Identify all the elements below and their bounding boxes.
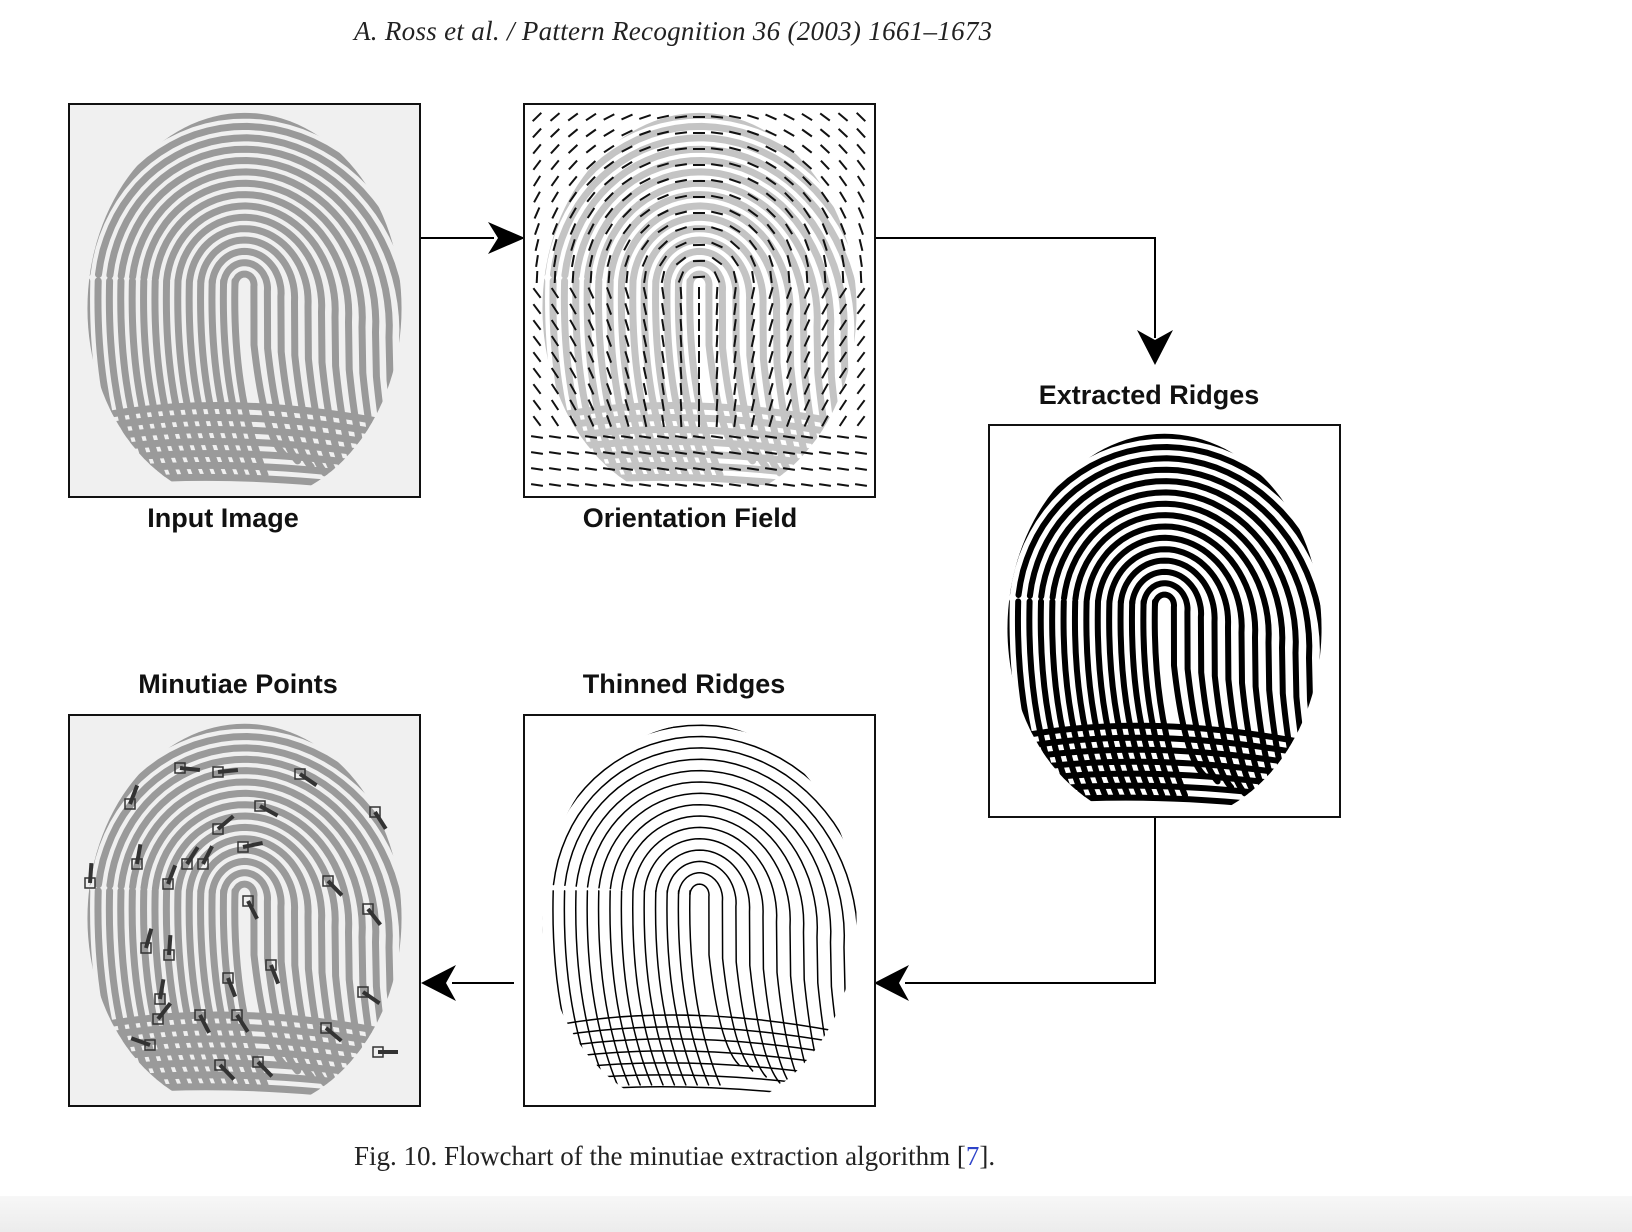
figure-caption: Fig. 10. Flowchart of the minutiae extra… (354, 1141, 995, 1172)
minutia-marker (254, 800, 279, 818)
minutia-marker (357, 986, 381, 1005)
minutia-marker (369, 806, 388, 830)
input-image-panel (68, 103, 421, 498)
minutia-marker (294, 768, 318, 787)
minutiae-points-label: Minutiae Points (138, 669, 338, 699)
minutia-marker (130, 1036, 156, 1051)
arrow-extracted-to-thinned (874, 818, 1156, 1001)
minutia-marker (140, 928, 154, 954)
minutia-marker (197, 845, 214, 870)
thinned-ridges-label: Thinned Ridges (582, 669, 786, 699)
running-header: A. Ross et al. / Pattern Recognition 36 … (354, 16, 993, 46)
extracted-ridges-panel (988, 424, 1341, 818)
arrowhead-left-icon (421, 965, 456, 1001)
orientation-field-panel (523, 103, 876, 498)
minutia-marker (265, 959, 281, 985)
minutia-marker (194, 1009, 211, 1034)
orientation-vectors (530, 112, 868, 487)
minutiae-points-image (70, 716, 419, 1105)
minutia-marker (214, 1059, 236, 1081)
minutia-marker (154, 978, 166, 1005)
minutia-marker (162, 864, 178, 890)
citation-link[interactable]: 7 (965, 1141, 980, 1171)
minutia-marker (152, 1002, 172, 1025)
minutiae-points-panel (68, 714, 421, 1107)
caption-suffix: ]. (979, 1141, 996, 1171)
input-fingerprint-image (70, 105, 419, 496)
minutia-marker (252, 1056, 274, 1078)
minutia-marker (372, 1046, 398, 1058)
viewer-bottom-bar (0, 1196, 1632, 1232)
minutia-marker (84, 862, 96, 889)
minutiae-markers (84, 762, 398, 1081)
extracted-ridges-label: Extracted Ridges (1038, 380, 1260, 410)
thinned-ridges-image (525, 716, 874, 1105)
arrow-orientation-to-extracted (876, 237, 1173, 365)
minutia-marker (222, 972, 238, 998)
minutia-marker (212, 766, 239, 778)
arrowhead-down-icon (1137, 330, 1173, 365)
input-image-label: Input Image (147, 503, 299, 533)
minutia-marker (181, 846, 200, 870)
minutia-marker (320, 1022, 343, 1043)
arrowhead-right-icon (488, 222, 525, 254)
orientation-field-label: Orientation Field (582, 503, 798, 533)
minutia-marker (231, 1009, 250, 1033)
minutia-marker (163, 934, 175, 961)
orientation-field-image (525, 105, 874, 496)
arrow-input-to-orientation (421, 222, 525, 254)
arrow-thinned-to-minutiae (421, 965, 514, 1001)
thinned-ridges-panel (523, 714, 876, 1107)
arrowhead-left-icon (874, 965, 909, 1001)
minutia-marker (124, 784, 140, 810)
minutia-marker (131, 843, 143, 870)
minutia-marker (212, 814, 235, 835)
caption-text: Fig. 10. Flowchart of the minutiae extra… (354, 1141, 966, 1171)
minutia-marker (362, 903, 382, 926)
minutia-marker (322, 875, 344, 897)
minutia-marker (237, 841, 263, 853)
extracted-ridges-image (990, 426, 1339, 816)
minutia-marker (242, 895, 259, 920)
minutia-marker (174, 762, 201, 774)
